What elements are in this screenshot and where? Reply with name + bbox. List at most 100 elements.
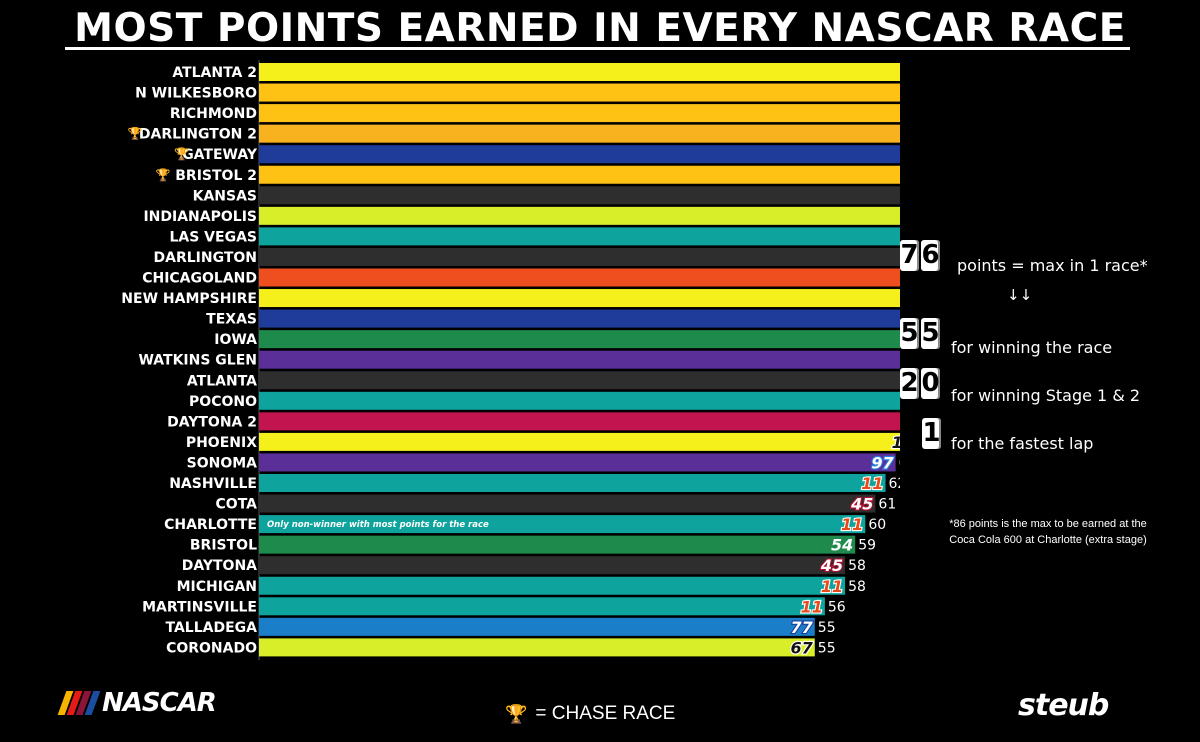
trophy-icon: 🏆	[156, 168, 171, 182]
category-label: TALLADEGA	[166, 620, 258, 636]
car-number-label: 54	[831, 536, 853, 555]
category-label: CHICAGOLAND	[142, 271, 257, 287]
bar	[259, 515, 866, 534]
category-label: POCONO	[189, 394, 257, 410]
car-number-label: 97	[871, 453, 894, 472]
category-label: KANSAS	[193, 188, 257, 204]
category-label: IOWA	[214, 332, 257, 348]
bar	[259, 432, 900, 451]
category-label: PHOENIX	[186, 435, 257, 451]
bar	[259, 63, 900, 81]
chart-legend: 🏆 = CHASE RACE	[505, 703, 675, 725]
chart-title: MOST POINTS EARNED IN EVERY NASCAR RACE	[74, 6, 1126, 51]
steub-logo: steub	[1018, 688, 1109, 723]
digit-box: 6	[921, 240, 940, 271]
bar	[259, 247, 900, 266]
bar	[259, 535, 856, 554]
value-label: 55	[818, 640, 836, 656]
bar	[259, 289, 900, 308]
category-label: CORONADO	[166, 640, 257, 656]
car-number-label: 12	[892, 433, 900, 452]
category-label: DARLINGTON 2	[139, 127, 257, 143]
bar	[259, 597, 825, 616]
category-label: DAYTONA	[182, 558, 257, 574]
footnote-line-1: *86 points is the max to be earned at th…	[949, 518, 1147, 530]
bar-chart: ATLANTA 21275N WILKESBORO2273RICHMOND227…	[121, 60, 900, 660]
bar	[259, 576, 846, 595]
category-label: N WILKESBORO	[135, 86, 257, 102]
category-label: BRISTOL	[190, 538, 257, 554]
nascar-logo: NASCAR	[57, 688, 217, 718]
car-number-label: 11	[861, 474, 883, 493]
category-label: NASHVILLE	[169, 476, 257, 492]
bar	[259, 474, 886, 492]
bar	[259, 617, 815, 636]
digit-box: 1	[922, 418, 941, 449]
car-number-label: 45	[850, 495, 873, 514]
digit-box: 5	[900, 318, 919, 349]
bar-annotation: Only non-winner with most points for the…	[267, 520, 489, 530]
legend-label: = CHASE RACE	[535, 703, 676, 724]
category-label: WATKINS GLEN	[138, 353, 257, 369]
max-points-digits: 7 6	[900, 240, 940, 271]
bar	[259, 330, 900, 349]
trophy-icon: 🏆	[128, 127, 143, 141]
footnote: *86 points is the max to be earned at th…	[908, 516, 1188, 548]
category-label: DAYTONA 2	[167, 414, 257, 430]
bar	[259, 165, 900, 184]
category-label: COTA	[216, 497, 258, 513]
category-label: BRISTOL 2	[175, 168, 257, 184]
category-label: DARLINGTON	[154, 250, 258, 266]
value-label: 55	[818, 620, 836, 636]
bar	[259, 350, 900, 369]
car-number-label: 11	[821, 577, 843, 596]
bar	[259, 83, 900, 102]
value-label: 58	[848, 579, 866, 595]
bar	[259, 412, 900, 431]
nascar-wordmark: NASCAR	[102, 688, 217, 718]
value-label: 59	[858, 538, 876, 554]
fastest-lap-digits: 1	[922, 418, 941, 449]
category-label: GATEWAY	[182, 147, 258, 163]
footnote-line-2: Coca Cola 600 at Charlotte (extra stage)	[949, 534, 1147, 546]
value-label: 58	[848, 558, 866, 574]
category-label: SONOMA	[187, 455, 258, 471]
bar	[259, 453, 896, 472]
bar	[259, 206, 900, 225]
stage-points-label: for winning Stage 1 & 2	[951, 386, 1141, 405]
category-label: TEXAS	[206, 312, 257, 328]
max-points-label: points = max in 1 race*	[957, 256, 1148, 275]
bar	[259, 638, 815, 657]
car-number-label: 67	[791, 638, 814, 657]
bar	[259, 556, 846, 575]
digit-box: 7	[900, 240, 919, 271]
category-label: NEW HAMPSHIRE	[121, 291, 257, 307]
value-label: 63	[899, 455, 900, 471]
digit-box: 5	[921, 318, 940, 349]
points-breakdown-panel: 7 6 points = max in 1 race* ↓↓ 5 5 for w…	[890, 232, 1190, 462]
car-number-label: 11	[801, 597, 823, 616]
car-number-label: 45	[820, 556, 843, 575]
win-points-digits: 5 5	[900, 318, 940, 349]
digit-box: 0	[921, 368, 940, 399]
down-arrows-icon: ↓↓	[1007, 286, 1033, 304]
nascar-stripes	[57, 691, 101, 715]
category-label: INDIANAPOLIS	[143, 209, 257, 225]
category-label: CHARLOTTE	[164, 517, 257, 533]
bar	[259, 186, 900, 205]
bar	[259, 268, 900, 287]
bar	[259, 227, 900, 246]
category-label: LAS VEGAS	[169, 229, 257, 245]
category-label: RICHMOND	[170, 106, 257, 122]
fastest-lap-label: for the fastest lap	[951, 434, 1094, 453]
win-points-label: for winning the race	[951, 338, 1113, 357]
value-label: 60	[868, 517, 886, 533]
value-label: 56	[828, 599, 846, 615]
trophy-icon: 🏆	[505, 703, 528, 725]
category-label: ATLANTA 2	[172, 65, 257, 81]
trophy-icon: 🏆	[174, 147, 189, 161]
bar	[259, 371, 900, 390]
bar	[259, 104, 900, 123]
bar	[259, 145, 900, 164]
bar	[259, 124, 900, 143]
